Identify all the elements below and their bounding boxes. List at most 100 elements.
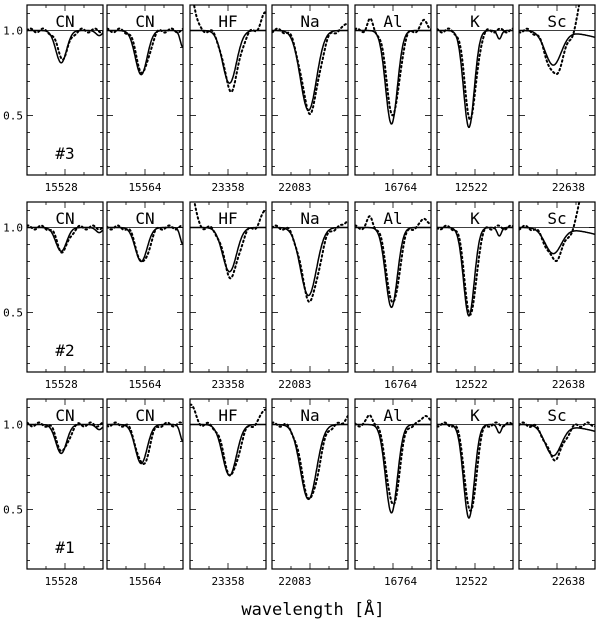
x-tick-label: 22638 <box>552 575 585 588</box>
line-label: Al <box>383 209 402 228</box>
x-axis-label: wavelength [Å] <box>241 598 384 620</box>
x-tick-label: 23358 <box>211 181 244 194</box>
x-tick-label: 23358 <box>211 575 244 588</box>
model-spectrum-line <box>437 423 513 519</box>
x-tick-label: 22083 <box>278 378 311 391</box>
panels-grid: CN 15528 1.0 0.5 #3 CN 15564 HF 23358 Na 22083 Al 16… <box>3 4 596 588</box>
line-label: K <box>470 209 480 228</box>
y-tick-label: 0.5 <box>3 110 23 123</box>
model-spectrum-line <box>355 423 431 514</box>
observed-spectrum-line <box>355 17 431 117</box>
observed-spectrum-line <box>107 421 183 466</box>
model-spectrum-line <box>107 423 183 465</box>
observed-spectrum-line <box>437 421 513 513</box>
line-label: HF <box>218 406 237 425</box>
line-label: Sc <box>547 12 566 31</box>
line-label: Na <box>300 209 319 228</box>
y-tick-label: 0.5 <box>3 307 23 320</box>
panel: CN 15564 <box>106 398 184 588</box>
observed-spectrum-line <box>437 27 513 121</box>
x-tick-label: 22083 <box>278 575 311 588</box>
x-tick-label: 16764 <box>384 181 417 194</box>
line-label: CN <box>55 406 74 425</box>
line-label: Na <box>300 12 319 31</box>
observed-spectrum-line <box>519 202 581 262</box>
panel: Sc 22638 <box>518 398 596 588</box>
model-spectrum-line <box>272 423 348 501</box>
panel: Na 22083 <box>271 398 349 588</box>
x-tick-label: 12522 <box>455 575 488 588</box>
model-spectrum-line <box>437 29 513 129</box>
observed-spectrum-line <box>519 5 581 76</box>
line-label: CN <box>55 209 74 228</box>
x-tick-label: 16764 <box>384 575 417 588</box>
panel: Sc 22638 <box>518 4 596 194</box>
panel: HF 23358 <box>189 201 267 391</box>
panel: Sc 22638 <box>518 201 596 391</box>
y-tick-label: 1.0 <box>3 222 23 235</box>
model-spectrum-line <box>190 29 266 84</box>
x-tick-label: 12522 <box>455 181 488 194</box>
panel: CN 15528 1.0 0.5 #1 <box>3 398 104 588</box>
panel: Al 16764 <box>354 4 432 194</box>
observed-spectrum-line <box>193 5 266 94</box>
model-spectrum-line <box>519 226 595 255</box>
model-spectrum-line <box>355 226 431 309</box>
x-tick-label: 12522 <box>455 378 488 391</box>
model-spectrum-line <box>519 29 595 66</box>
observed-spectrum-line <box>107 224 183 263</box>
line-label: K <box>470 406 480 425</box>
star-tag: #3 <box>55 144 74 163</box>
observed-spectrum-line <box>272 22 348 116</box>
line-label: K <box>470 12 480 31</box>
observed-spectrum-line <box>190 403 266 477</box>
panel: HF 23358 <box>189 398 267 588</box>
model-spectrum-line <box>190 226 266 273</box>
x-tick-label: 15528 <box>45 575 78 588</box>
model-spectrum-line <box>272 226 348 297</box>
observed-spectrum-line <box>27 224 103 254</box>
star-tag: #1 <box>55 538 74 557</box>
y-tick-label: 0.5 <box>3 504 23 517</box>
model-spectrum-line <box>519 423 595 457</box>
model-spectrum-line <box>437 226 513 317</box>
x-tick-label: 15564 <box>128 181 161 194</box>
y-tick-label: 1.0 <box>3 419 23 432</box>
panel: K 12522 <box>436 201 514 391</box>
x-tick-label: 22083 <box>278 181 311 194</box>
line-label: Sc <box>547 406 566 425</box>
line-label: CN <box>55 12 74 31</box>
x-tick-label: 22638 <box>552 378 585 391</box>
panel: CN 15564 <box>106 201 184 391</box>
x-tick-label: 15528 <box>45 181 78 194</box>
model-spectrum-line <box>27 29 103 64</box>
line-label: CN <box>135 12 154 31</box>
line-label: CN <box>135 209 154 228</box>
observed-spectrum-line <box>437 224 513 316</box>
line-label: Al <box>383 406 402 425</box>
observed-spectrum-line <box>272 219 348 304</box>
observed-spectrum-line <box>107 27 183 75</box>
observed-spectrum-line <box>27 421 103 453</box>
line-label: HF <box>218 209 237 228</box>
panel: HF 23358 <box>189 4 267 194</box>
panel: CN 15564 <box>106 4 184 194</box>
model-spectrum-line <box>190 423 266 477</box>
line-label: Na <box>300 406 319 425</box>
model-spectrum-line <box>355 29 431 125</box>
panel: Al 16764 <box>354 398 432 588</box>
model-spectrum-line <box>107 226 183 263</box>
panel: CN 15528 1.0 0.5 #2 <box>3 201 104 391</box>
observed-spectrum-line <box>27 27 103 61</box>
line-label: Sc <box>547 209 566 228</box>
panel: K 12522 <box>436 398 514 588</box>
x-tick-label: 15564 <box>128 378 161 391</box>
observed-spectrum-line <box>355 413 431 506</box>
x-tick-label: 16764 <box>384 378 417 391</box>
x-tick-label: 15528 <box>45 378 78 391</box>
y-tick-label: 1.0 <box>3 25 23 38</box>
line-label: Al <box>383 12 402 31</box>
panel: Al 16764 <box>354 201 432 391</box>
line-label: HF <box>218 12 237 31</box>
